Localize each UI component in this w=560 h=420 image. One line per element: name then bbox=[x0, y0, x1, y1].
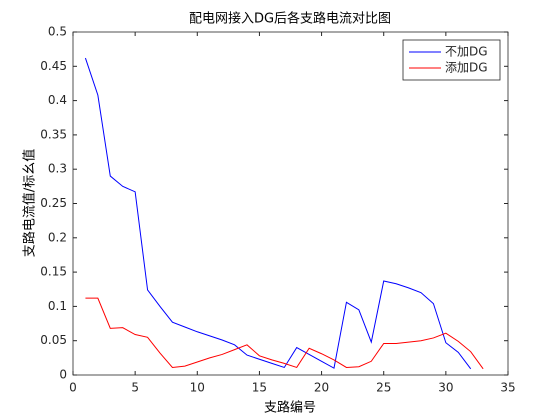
x-tick-label: 25 bbox=[376, 381, 391, 395]
y-axis-label: 支路电流值/标幺值 bbox=[22, 149, 38, 257]
plot-area bbox=[72, 31, 509, 376]
legend-box bbox=[402, 39, 501, 81]
x-tick-label: 30 bbox=[438, 381, 453, 395]
series-line bbox=[85, 297, 484, 370]
y-tick-label: 0.2 bbox=[48, 230, 67, 244]
x-axis-label: 支路编号 bbox=[264, 400, 316, 416]
y-tick-label: 0.15 bbox=[40, 265, 67, 279]
legend-label: 添加DG bbox=[445, 61, 488, 75]
x-tick-label: 20 bbox=[314, 381, 329, 395]
y-tick-label: 0.25 bbox=[40, 196, 67, 210]
x-tick-label: 15 bbox=[252, 381, 267, 395]
chart-title: 配电网接入DG后各支路电流对比图 bbox=[189, 11, 391, 27]
x-tick-label: 5 bbox=[131, 381, 139, 395]
y-tick-label: 0.4 bbox=[48, 93, 67, 107]
series-line bbox=[84, 57, 472, 370]
y-tick-label: 0.45 bbox=[40, 59, 67, 73]
y-tick-label: 0.1 bbox=[48, 299, 67, 313]
y-tick-label: 0.3 bbox=[48, 162, 67, 176]
x-tick-label: 10 bbox=[190, 381, 205, 395]
y-tick-label: 0 bbox=[59, 368, 67, 382]
x-tick-label: 0 bbox=[69, 381, 77, 395]
x-tick-label: 35 bbox=[500, 381, 515, 395]
legend-label: 不加DG bbox=[445, 45, 488, 59]
y-tick-label: 0.35 bbox=[40, 127, 67, 141]
y-tick-label: 0.05 bbox=[40, 333, 67, 347]
y-tick-label: 0.5 bbox=[48, 25, 67, 39]
